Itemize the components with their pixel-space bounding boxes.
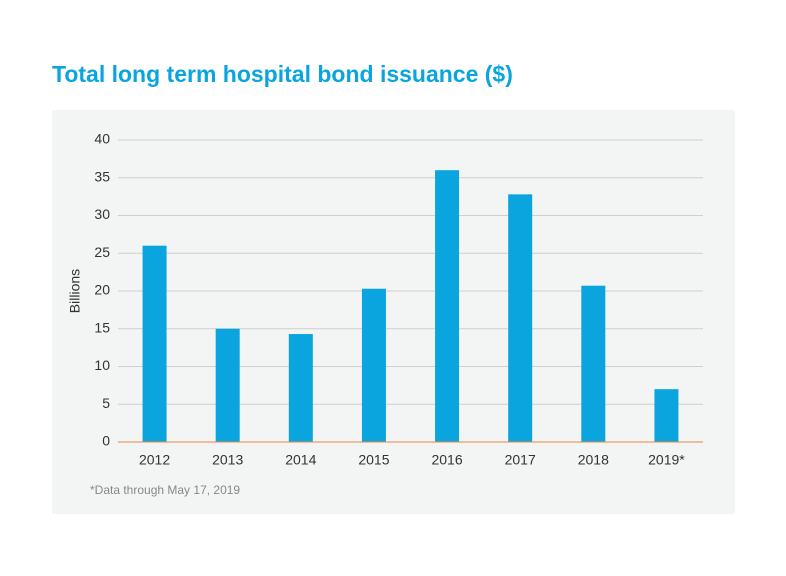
- y-tick-label: 0: [102, 433, 110, 449]
- footnote: *Data through May 17, 2019: [90, 483, 240, 497]
- y-tick-label: 30: [94, 206, 110, 222]
- x-tick-label: 2018: [578, 452, 609, 468]
- y-tick-label: 10: [94, 357, 110, 373]
- y-axis-label: Billions: [67, 269, 83, 313]
- y-tick-label: 35: [94, 168, 110, 184]
- x-tick-label: 2014: [285, 452, 316, 468]
- x-tick-label: 2019*: [648, 452, 685, 468]
- y-tick-label: 20: [94, 282, 110, 298]
- bar: [215, 328, 240, 442]
- y-tick-label: 5: [102, 395, 110, 411]
- y-tick-label: 40: [94, 131, 110, 147]
- bar: [361, 288, 386, 442]
- x-tick-label: 2013: [212, 452, 243, 468]
- bar: [288, 334, 313, 442]
- chart-title: Total long term hospital bond issuance (…: [52, 61, 513, 87]
- x-tick-label: 2017: [505, 452, 536, 468]
- bar: [581, 285, 606, 442]
- bar: [508, 194, 533, 442]
- y-tick-label: 15: [94, 319, 110, 335]
- x-tick-label: 2016: [431, 452, 462, 468]
- bar: [435, 170, 460, 442]
- bar: [654, 389, 679, 442]
- y-tick-label: 25: [94, 244, 110, 260]
- bar: [142, 245, 167, 442]
- x-tick-label: 2012: [139, 452, 170, 468]
- x-tick-label: 2015: [358, 452, 389, 468]
